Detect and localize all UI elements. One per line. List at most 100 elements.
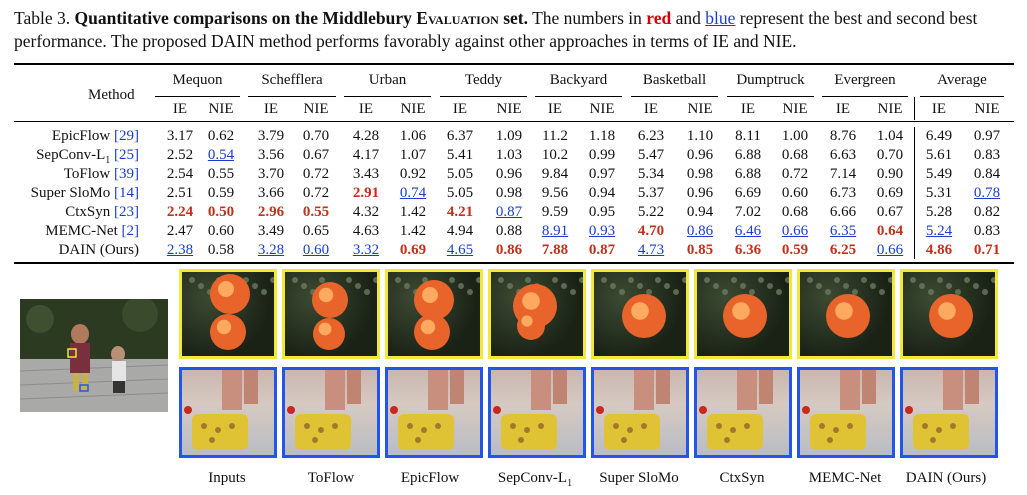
table-cell: 0.67 [302, 147, 330, 163]
input-scene-image [19, 296, 169, 412]
table-cell: 0.64 [876, 223, 904, 239]
table-cell: 6.25 [829, 242, 857, 258]
dataset-header-evergreen: Evergreen [834, 72, 896, 88]
table-cell: 7.14 [829, 166, 857, 182]
dataset-header-underline [727, 96, 814, 97]
ball-crop-thumbnail [591, 269, 689, 359]
table-cell: 1.07 [399, 147, 427, 163]
table-cell: 0.82 [973, 204, 1001, 220]
table-cell: 0.98 [495, 185, 523, 201]
table-cell: 2.96 [257, 204, 285, 220]
table-cell: 0.74 [399, 185, 427, 201]
table-cell: 4.21 [446, 204, 474, 220]
table-cell: 0.60 [781, 185, 809, 201]
table-cell: 8.91 [541, 223, 569, 239]
dataset-header-backyard: Backyard [549, 72, 608, 88]
citation-link[interactable]: [25] [110, 147, 139, 163]
caption-blue-word: blue [705, 8, 736, 28]
table-cell: 0.66 [781, 223, 809, 239]
figure-label: EpicFlow [400, 470, 460, 486]
table-cell: 0.66 [876, 242, 904, 258]
table-cell: 3.17 [166, 128, 194, 144]
table-cell: 0.96 [686, 185, 714, 201]
metric-header: NIE [589, 101, 615, 117]
table-cell: 0.86 [686, 223, 714, 239]
table-cell: 11.2 [542, 128, 568, 144]
table-cell: 0.69 [876, 185, 904, 201]
figure-label: ToFlow [307, 470, 355, 486]
table-cell: 0.85 [686, 242, 714, 258]
citation-link[interactable]: [39] [114, 166, 139, 182]
metric-header: IE [931, 101, 947, 117]
table-cell: 0.58 [207, 242, 235, 258]
table-cell: 0.94 [686, 204, 714, 220]
shoe-crop-thumbnail [488, 367, 586, 458]
table-cell: 0.72 [302, 185, 330, 201]
table-cell: 0.60 [302, 242, 330, 258]
metric-header: IE [547, 101, 563, 117]
citation-link[interactable]: [23] [114, 204, 139, 220]
table-cell: 6.36 [734, 242, 762, 258]
method-name: DAIN (Ours) [58, 242, 139, 258]
dataset-header-underline [822, 96, 908, 97]
table-cell: 4.94 [446, 223, 474, 239]
table-cell: 7.02 [734, 204, 762, 220]
dataset-header-underline [535, 96, 622, 97]
table-cell: 5.41 [446, 147, 474, 163]
figure-label: MEMC-Net [808, 470, 882, 486]
table-cell: 0.83 [973, 147, 1001, 163]
table-cell: 0.59 [207, 185, 235, 201]
table-cell: 5.05 [446, 166, 474, 182]
ball-crop-thumbnail [797, 269, 895, 359]
ball-crop-thumbnail [282, 269, 380, 359]
table-cell: 2.54 [166, 166, 194, 182]
dataset-header-urban: Urban [368, 72, 407, 88]
caption-red-word: red [646, 8, 672, 28]
table-cell: 0.72 [781, 166, 809, 182]
citation-link[interactable]: [2] [121, 223, 140, 239]
average-separator-body [914, 127, 915, 259]
table-cell: 4.86 [925, 242, 953, 258]
table-cell: 8.76 [829, 128, 857, 144]
shoe-crop-thumbnail [179, 367, 277, 458]
dataset-header-basketball: Basketball [642, 72, 707, 88]
figure-label: DAIN (Ours) [905, 470, 987, 486]
table-cell: 2.91 [352, 185, 380, 201]
metric-header: IE [263, 101, 279, 117]
metric-header: NIE [974, 101, 1000, 117]
table-cell: 4.70 [637, 223, 665, 239]
table-cell: 9.84 [541, 166, 569, 182]
method-name: SepConv-L1 [25] [36, 147, 139, 166]
dataset-header-underline [631, 96, 718, 97]
table-cell: 0.68 [781, 204, 809, 220]
table-cell: 1.06 [399, 128, 427, 144]
table-cell: 0.95 [588, 204, 616, 220]
dataset-header-underline [344, 96, 431, 97]
table-cell: 0.67 [876, 204, 904, 220]
table-caption: Table 3. Quantitative comparisons on the… [14, 8, 978, 51]
metric-header: IE [452, 101, 468, 117]
dataset-header-dumptruck: Dumptruck [736, 72, 805, 88]
table-cell: 1.42 [399, 223, 427, 239]
method-name: CtxSyn [23] [65, 204, 139, 220]
table-cell: 0.71 [973, 242, 1001, 258]
table-cell: 1.00 [781, 128, 809, 144]
table-cell: 0.98 [686, 166, 714, 182]
ball-crop-thumbnail [179, 269, 277, 359]
table-header-rule [14, 121, 1014, 122]
table-cell: 0.55 [207, 166, 235, 182]
table-cell: 2.47 [166, 223, 194, 239]
table-cell: 0.62 [207, 128, 235, 144]
shoe-crop-thumbnail [282, 367, 380, 458]
table-cell: 0.78 [973, 185, 1001, 201]
citation-link[interactable]: [14] [114, 185, 139, 201]
citation-link[interactable]: [29] [114, 128, 139, 144]
table-cell: 8.11 [735, 128, 761, 144]
table-cell: 0.87 [588, 242, 616, 258]
table-cell: 0.96 [686, 147, 714, 163]
table-top-rule [14, 63, 1014, 65]
table-cell: 0.84 [973, 166, 1001, 182]
table-cell: 1.03 [495, 147, 523, 163]
table-cell: 1.09 [495, 128, 523, 144]
table-cell: 4.32 [352, 204, 380, 220]
